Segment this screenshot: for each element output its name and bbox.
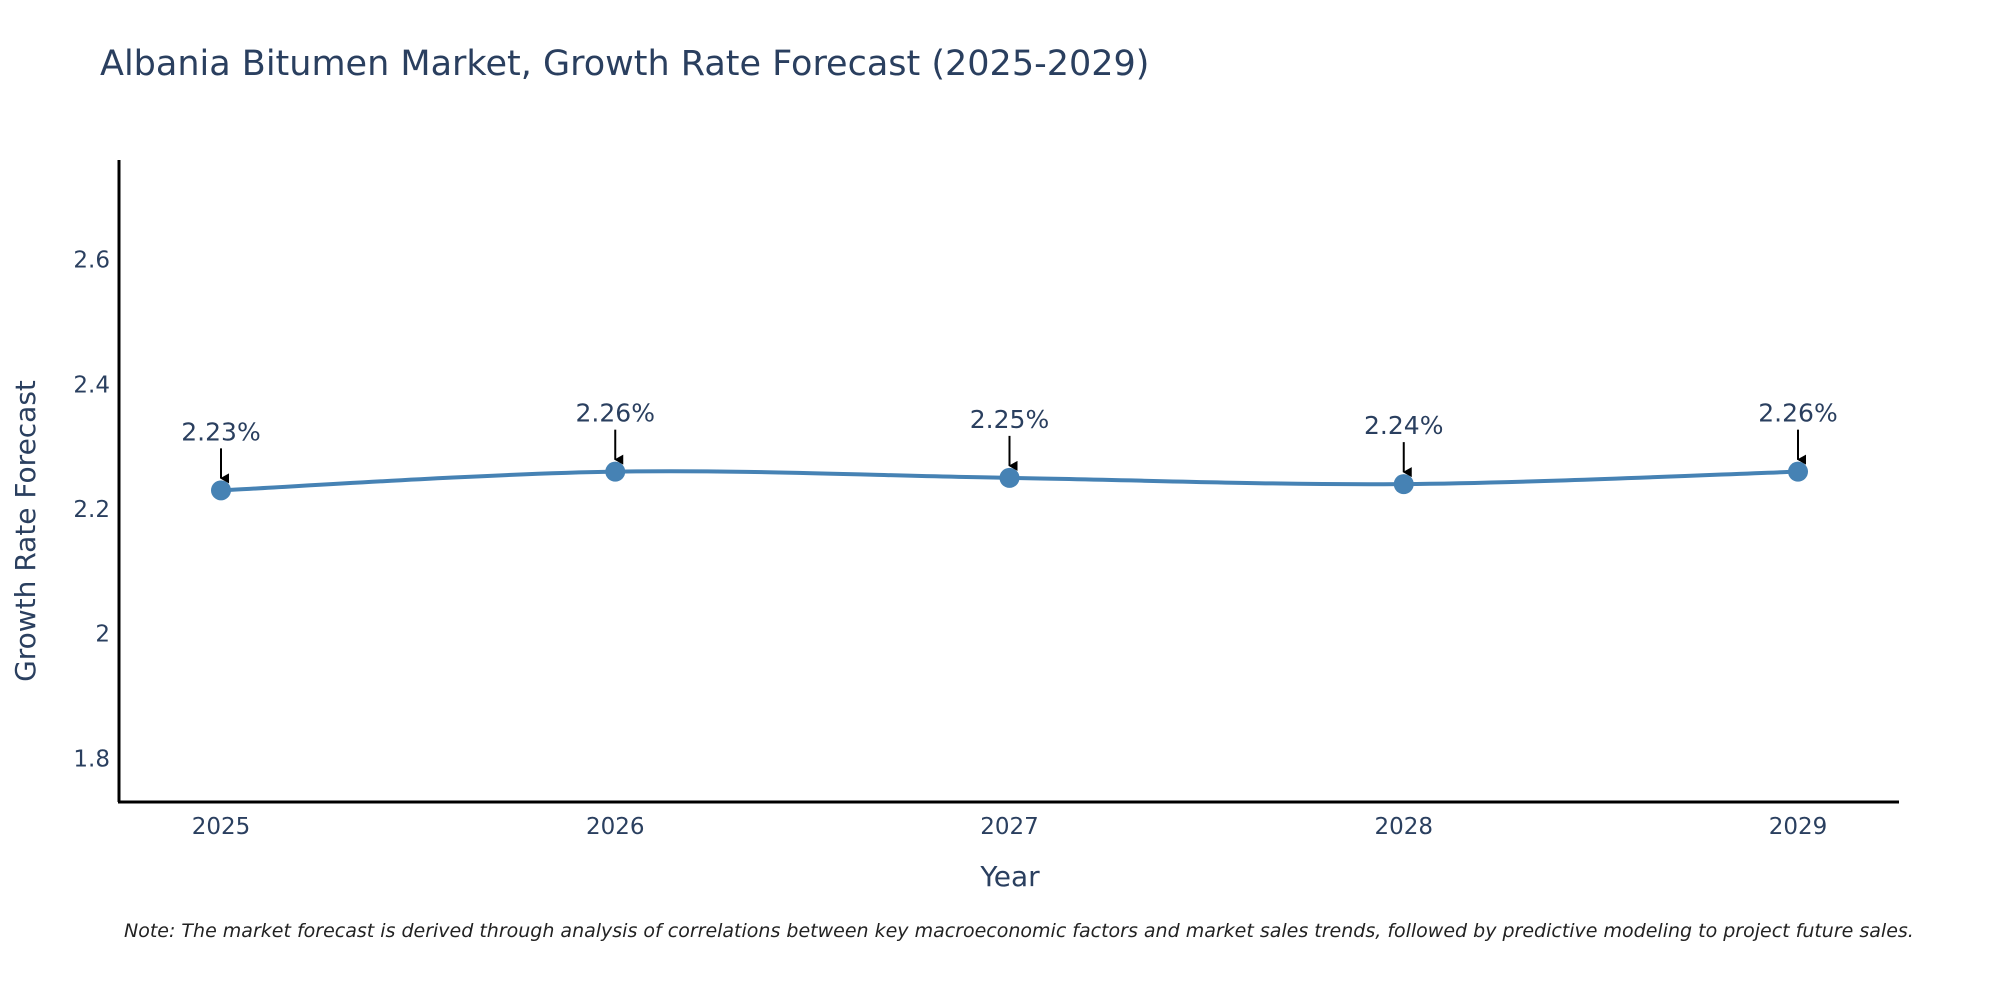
y-tick-label: 1.8 xyxy=(73,746,110,772)
x-tick-label: 2026 xyxy=(586,814,645,840)
y-tick-label: 2.4 xyxy=(73,372,110,398)
y-tick-label: 2 xyxy=(95,622,110,648)
chart-title: Albania Bitumen Market, Growth Rate Fore… xyxy=(100,44,1150,84)
x-tick-label: 2027 xyxy=(980,814,1039,840)
y-tick-labels: 1.8 2 2.2 2.4 2.6 xyxy=(73,248,110,773)
data-label: 2.24% xyxy=(1364,411,1443,440)
y-axis-title: Growth Rate Forecast xyxy=(9,380,42,682)
axes xyxy=(117,160,1899,804)
data-label: 2.23% xyxy=(181,417,260,446)
data-label: 2.26% xyxy=(576,399,655,428)
data-point[interactable] xyxy=(999,467,1020,488)
x-tick-label: 2028 xyxy=(1374,814,1433,840)
data-label: 2.25% xyxy=(970,405,1049,434)
x-axis-title: Year xyxy=(979,860,1040,893)
data-point[interactable] xyxy=(1393,474,1414,495)
data-point[interactable] xyxy=(211,480,231,501)
data-point[interactable] xyxy=(605,461,626,482)
x-tick-labels: 2025 2026 2027 2028 2029 xyxy=(192,814,1828,840)
y-tick-label: 2.2 xyxy=(73,497,110,523)
data-label: 2.26% xyxy=(1758,399,1837,428)
y-tick-label: 2.6 xyxy=(73,248,110,274)
series-growth-rate: 2.23% 2.26% 2.25% 2.24% 2.26% xyxy=(181,399,1838,501)
x-tick-label: 2025 xyxy=(192,814,251,840)
chart-note: Note: The market forecast is derived thr… xyxy=(124,920,1914,942)
x-tick-label: 2029 xyxy=(1769,814,1828,840)
data-point[interactable] xyxy=(1788,461,1808,482)
